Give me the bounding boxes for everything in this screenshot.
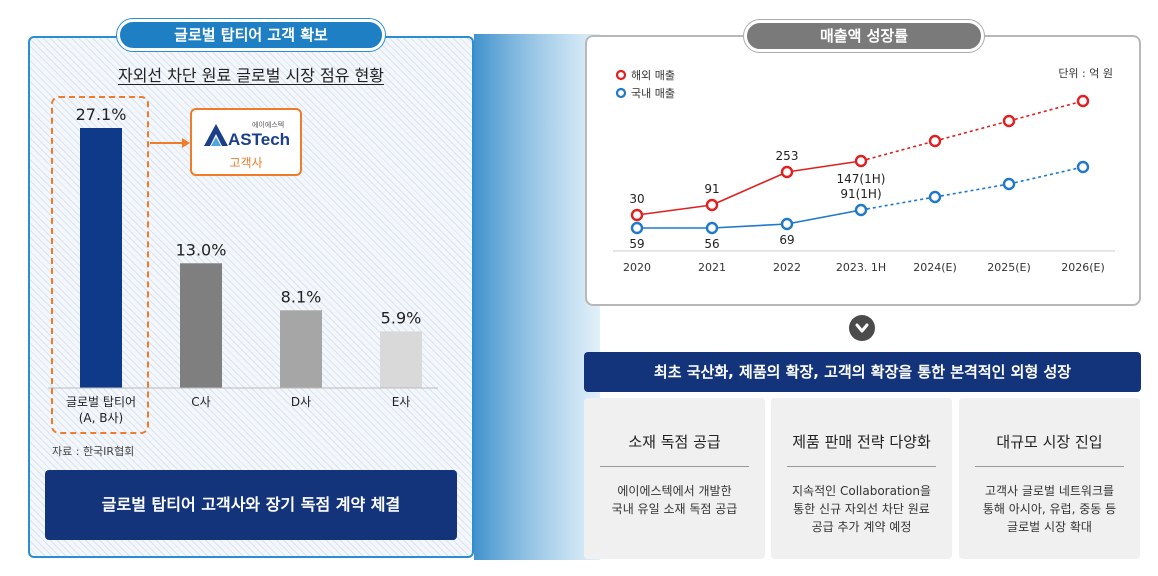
logo-name: ASTech (228, 130, 291, 149)
overseas-point (705, 198, 719, 212)
domestic-point (1076, 160, 1090, 174)
bar-3 (380, 331, 422, 388)
bar-value-label: 27.1% (76, 105, 127, 124)
card-description: 지속적인 Collaboration을 통한 신규 자외선 차단 원료 공급 추… (792, 484, 931, 534)
arrow-to-customer (150, 138, 190, 148)
bar-category-label: C사 (191, 395, 210, 409)
domestic-point (854, 203, 868, 217)
market-share-subtitle: 자외선 차단 원료 글로벌 시장 점유 현황 (117, 66, 385, 85)
legend-marker (615, 87, 627, 99)
x-tick-label: 2020 (623, 261, 651, 274)
data-source: 자료 : 한국IR협회 (52, 445, 135, 458)
overseas-data-label: 253 (776, 149, 799, 163)
domestic-point (928, 190, 942, 204)
growth-strategy-banner: 최초 국산화, 제품의 확장, 고객의 확장을 통한 본격적인 외형 성장 (584, 352, 1141, 392)
overseas-point (928, 134, 942, 148)
overseas-segment (711, 171, 788, 206)
bar-category-label: (A, B사) (79, 411, 123, 425)
domestic-point (630, 221, 644, 235)
domestic-segment (786, 209, 862, 225)
top-tier-highlight-box (51, 96, 149, 434)
astech-logo-icon (204, 124, 228, 146)
logo-korean-name: 에이에스텍 (252, 121, 285, 129)
legend-label: 해외 매출 (631, 68, 675, 82)
left-banner: 글로벌 탑티어 고객사와 장기 독점 계약 체결 (45, 470, 457, 540)
unit-label: 단위 : 억 원 (1058, 67, 1113, 80)
overseas-point (1002, 114, 1016, 128)
domestic-point (705, 221, 719, 235)
overseas-segment (1008, 100, 1084, 122)
bar-value-label: 8.1% (281, 287, 322, 306)
strategy-card-market: 대규모 시장 진입 고객사 글로벌 네트워크를 통해 아시아, 유럽, 중동 등… (959, 398, 1140, 559)
card-title: 제품 판매 전략 다양화 (792, 433, 931, 451)
card-title: 대규모 시장 진입 (996, 433, 1103, 451)
domestic-data-label: 69 (779, 233, 794, 247)
card-divider (600, 466, 749, 467)
revenue-growth-panel (585, 35, 1141, 306)
strategy-card-supply: 소재 독점 공급 에이에스텍에서 개발한 국내 유일 소재 독점 공급 (584, 398, 765, 559)
card-title: 소재 독점 공급 (628, 433, 721, 451)
overseas-segment (860, 140, 936, 162)
domestic-point (1002, 177, 1016, 191)
bar-category-label: D사 (291, 395, 311, 409)
domestic-point (780, 217, 794, 231)
domestic-data-label: 56 (704, 237, 719, 251)
card-description: 고객사 글로벌 네트워크를 통해 아시아, 유럽, 중동 등 글로벌 시장 확대 (982, 484, 1117, 534)
domestic-segment (711, 223, 788, 229)
overseas-point (780, 165, 794, 179)
bar-0 (80, 128, 122, 388)
overseas-point (630, 208, 644, 222)
overseas-segment (786, 160, 862, 173)
x-tick-label: 2022 (773, 261, 801, 274)
customer-logo-card: 에이에스텍 ASTech 고객사 (190, 108, 302, 176)
overseas-data-label: 147(1H) (837, 172, 886, 186)
market-share-bar-chart: 27.1% 글로벌 탑티어 (A, B사) 13.0% C사 8.1% D사 5.9% E사 (48, 105, 438, 425)
x-tick-label: 2021 (698, 261, 726, 274)
strategy-card-diversify: 제품 판매 전략 다양화 지속적인 Collaboration을 통한 신규 자… (771, 398, 952, 559)
domestic-data-label: 91(1H) (840, 187, 881, 201)
bar-value-label: 13.0% (176, 240, 227, 259)
bar-value-label: 5.9% (381, 308, 422, 327)
domestic-segment (1008, 166, 1084, 185)
domestic-segment (860, 196, 936, 211)
domestic-segment (934, 183, 1010, 198)
domestic-data-label: 59 (629, 237, 644, 251)
legend-label: 국내 매출 (631, 87, 675, 100)
x-tick-label: 2024(E) (913, 261, 957, 274)
card-divider (787, 466, 936, 467)
overseas-segment (934, 120, 1010, 142)
revenue-growth-title: 매출액 성장률 (744, 20, 984, 52)
x-tick-label: 2026(E) (1061, 261, 1105, 274)
customer-caption: 고객사 (229, 156, 263, 170)
x-tick-label: 2023. 1H (836, 261, 886, 274)
chevron-down-icon (849, 315, 875, 341)
overseas-data-label: 30 (629, 192, 644, 206)
overseas-point (1076, 94, 1090, 108)
card-description: 에이에스텍에서 개발한 국내 유일 소재 독점 공급 (611, 484, 738, 516)
legend-marker (615, 69, 627, 81)
bar-category-label: 글로벌 탑티어 (66, 395, 136, 409)
x-tick-label: 2025(E) (987, 261, 1031, 274)
overseas-data-label: 91 (704, 182, 719, 196)
overseas-point (854, 154, 868, 168)
overseas-segment (636, 204, 713, 216)
bar-1 (180, 263, 222, 388)
card-divider (975, 466, 1124, 467)
bar-category-label: E사 (392, 395, 411, 409)
left-section-title: 글로벌 탑티어 고객 확보 (117, 19, 385, 51)
bar-2 (280, 310, 322, 388)
